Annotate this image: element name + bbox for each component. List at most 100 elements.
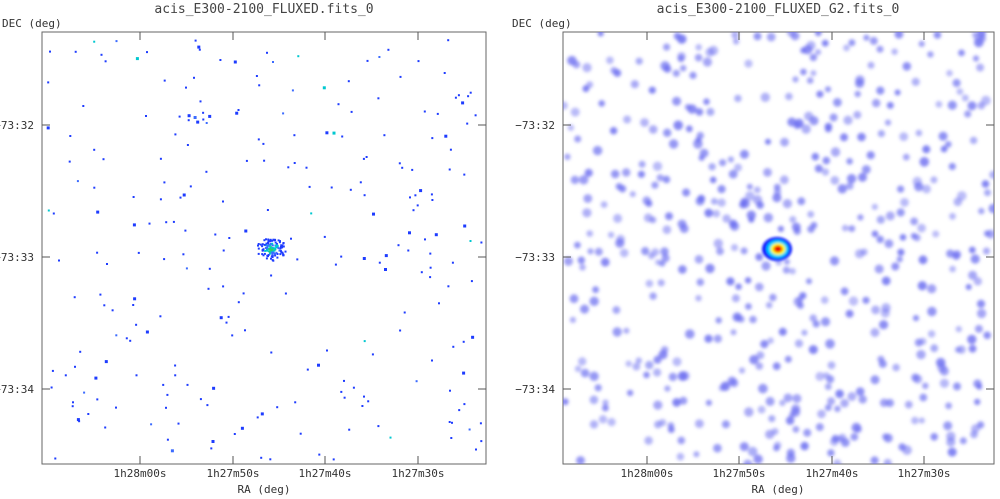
- smoothed-event: [877, 355, 885, 363]
- smoothed-event: [787, 117, 797, 127]
- event-pixel: [51, 369, 54, 372]
- smoothed-event: [678, 265, 687, 274]
- smoothed-event: [600, 201, 608, 209]
- event-pixel: [399, 329, 402, 332]
- source-pixel: [277, 239, 280, 242]
- left-panel-ylabel: DEC (deg): [2, 17, 62, 30]
- event-pixel: [52, 212, 55, 215]
- event-pixel: [165, 221, 168, 224]
- smoothed-event: [807, 210, 815, 218]
- smoothed-event: [876, 86, 885, 95]
- smoothed-event: [609, 127, 618, 135]
- smoothed-event: [685, 125, 693, 133]
- smoothed-event: [945, 402, 952, 410]
- event-pixel: [401, 166, 404, 169]
- smoothed-event: [870, 328, 880, 337]
- smoothed-event: [791, 222, 801, 232]
- smoothed-event: [984, 189, 991, 197]
- smoothed-event: [580, 304, 589, 314]
- smoothed-event: [780, 137, 789, 147]
- event-pixel: [96, 398, 99, 401]
- smoothed-event: [773, 444, 780, 452]
- smoothed-event: [606, 56, 614, 65]
- smoothed-event: [885, 398, 895, 408]
- event-pixel: [377, 425, 380, 428]
- smoothed-event: [766, 32, 776, 42]
- event-pixel: [448, 421, 451, 423]
- event-pixel: [205, 170, 208, 173]
- smoothed-event: [687, 104, 697, 114]
- smoothed-event: [879, 398, 889, 407]
- event-pixel: [202, 111, 205, 114]
- source-pixel: [261, 253, 264, 256]
- event-pixel: [179, 196, 182, 199]
- source-pixel: [282, 245, 285, 248]
- event-pixel: [162, 383, 165, 386]
- event-pixel: [231, 334, 234, 337]
- smoothed-event: [824, 404, 832, 411]
- smoothed-event: [648, 86, 656, 94]
- source-pixel: [267, 240, 270, 243]
- smoothed-event: [817, 409, 826, 419]
- smoothed-event: [740, 198, 750, 209]
- smoothed-event: [894, 32, 904, 39]
- event-pixel: [444, 134, 448, 138]
- event-pixel: [343, 379, 345, 382]
- smoothed-event: [732, 38, 740, 45]
- smoothed-event: [943, 421, 953, 431]
- event-pixel: [362, 257, 366, 260]
- event-pixel: [365, 156, 368, 158]
- smoothed-event: [673, 120, 683, 131]
- source-pixel: [268, 250, 271, 253]
- smoothed-event: [663, 43, 671, 51]
- smoothed-event: [800, 47, 807, 54]
- x-tick-label: 1h27m50s: [713, 467, 766, 480]
- smoothed-event: [726, 277, 735, 286]
- smoothed-event: [651, 181, 659, 189]
- smoothed-event: [978, 207, 985, 215]
- x-tick-label: 1h27m40s: [806, 467, 859, 480]
- event-pixel: [146, 51, 148, 54]
- smoothed-event: [947, 100, 957, 110]
- source-pixel: [265, 242, 268, 245]
- smoothed-event: [710, 198, 718, 205]
- smoothed-event: [625, 360, 632, 367]
- smoothed-event: [744, 59, 753, 68]
- event-pixel: [185, 86, 187, 89]
- smoothed-event: [794, 339, 804, 348]
- smoothed-event: [763, 213, 773, 223]
- smoothed-event: [840, 398, 849, 408]
- smoothed-event: [946, 69, 953, 77]
- smoothed-event: [930, 344, 939, 353]
- smoothed-event: [784, 355, 792, 363]
- smoothed-event: [638, 160, 646, 168]
- source-pixel: [272, 238, 275, 241]
- smoothed-event: [782, 266, 791, 274]
- smoothed-event: [709, 176, 717, 184]
- smoothed-event: [622, 168, 631, 177]
- smoothed-event: [922, 382, 929, 389]
- event-pixel: [199, 100, 202, 103]
- event-pixel: [207, 287, 210, 290]
- event-pixel: [93, 186, 96, 189]
- smoothed-event: [820, 317, 831, 327]
- event-pixel: [137, 251, 140, 254]
- smoothed-event: [782, 199, 793, 209]
- smoothed-event: [916, 349, 926, 360]
- smoothed-event: [612, 327, 622, 337]
- smoothed-event: [911, 77, 920, 86]
- event-pixel: [100, 53, 103, 56]
- source-pixel: [261, 249, 264, 252]
- smoothed-event: [563, 256, 574, 266]
- event-pixel: [384, 254, 388, 258]
- smoothed-event: [917, 223, 926, 233]
- source-pixel: [257, 247, 260, 250]
- event-pixel: [242, 292, 245, 295]
- event-pixel: [135, 57, 139, 61]
- smoothed-event: [857, 214, 864, 221]
- smoothed-event: [833, 98, 842, 107]
- smoothed-event: [564, 153, 571, 160]
- source-pixel: [279, 240, 281, 243]
- event-pixel: [397, 244, 400, 247]
- smoothed-event: [610, 169, 620, 179]
